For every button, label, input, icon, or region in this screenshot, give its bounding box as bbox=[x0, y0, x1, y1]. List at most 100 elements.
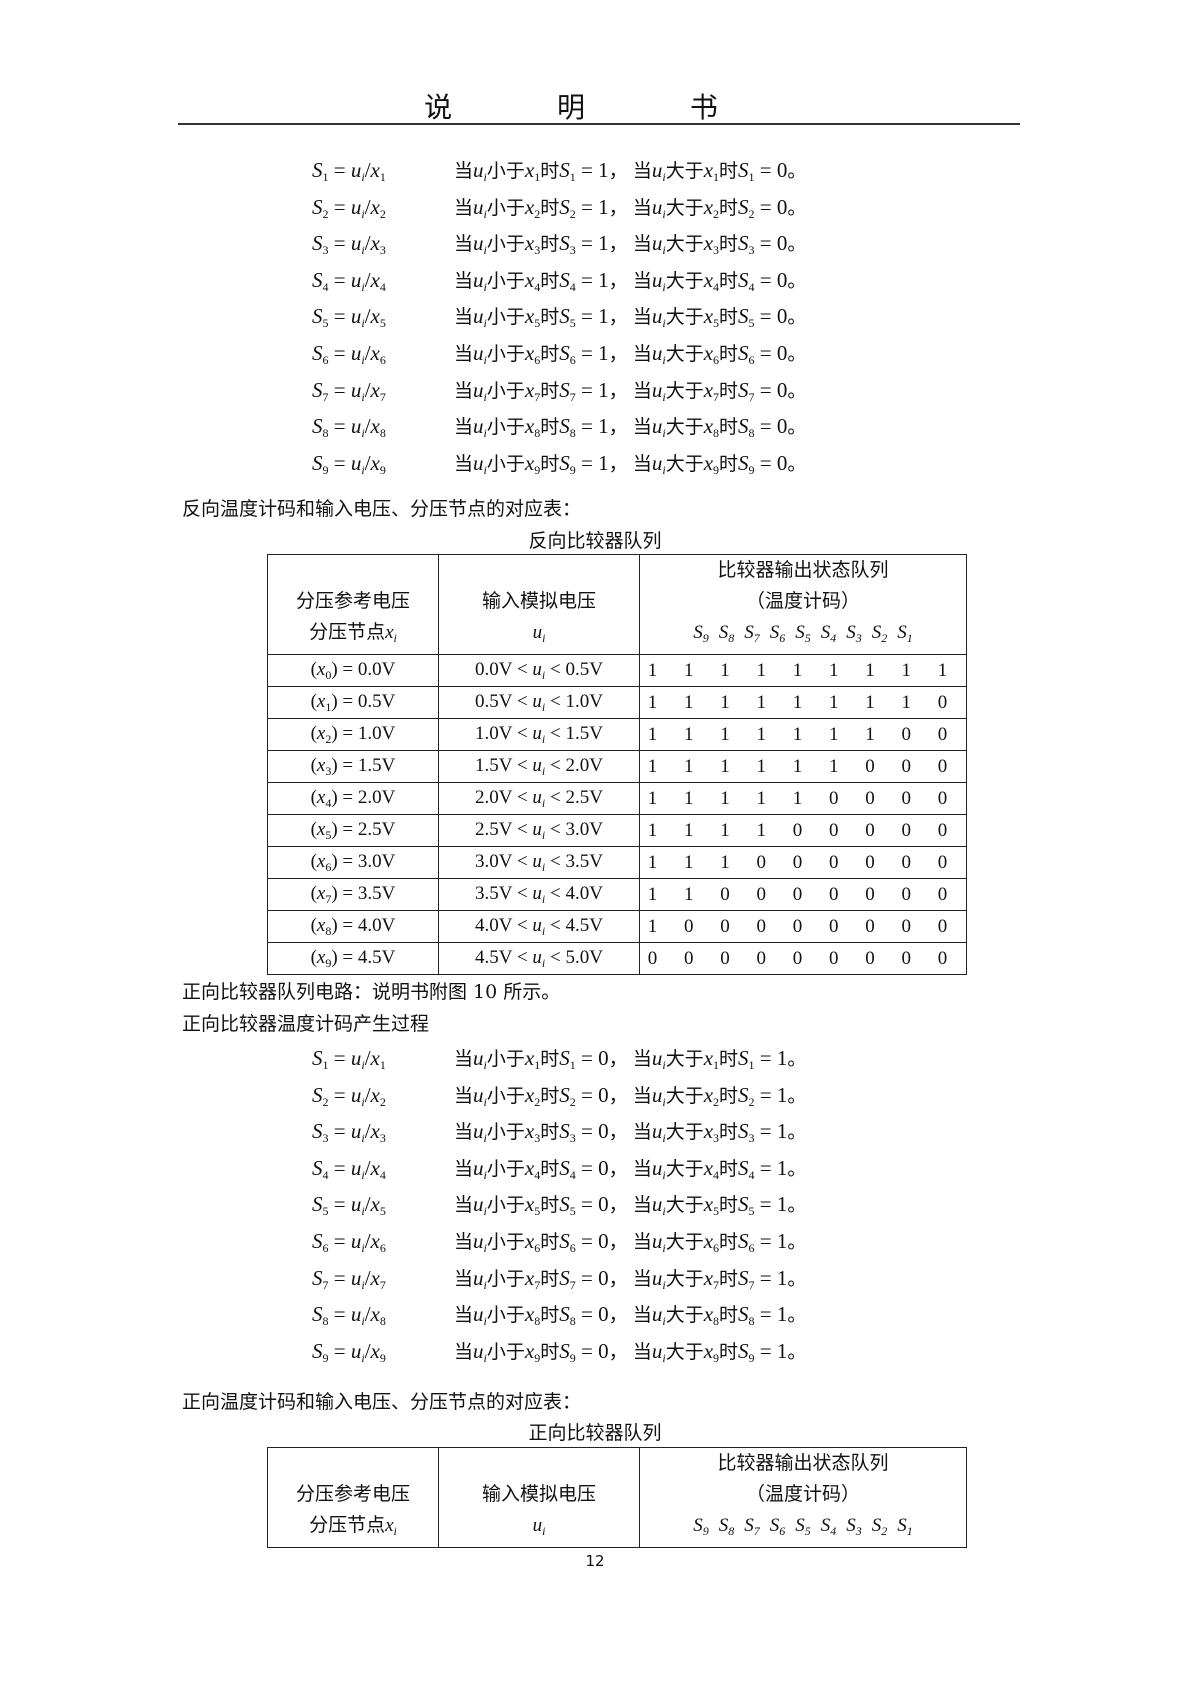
formula-definition: S1 = ui/x1 bbox=[312, 158, 386, 184]
signal-label: S1 bbox=[897, 622, 913, 645]
reverse-table-intro: 反向温度计码和输入电压、分压节点的对应表： bbox=[182, 498, 582, 520]
bits-cell: 1 1 1 0 0 0 0 0 0 bbox=[639, 846, 967, 879]
formula-definition: S5 = ui/x5 bbox=[312, 1192, 386, 1219]
bits-cell: 1 1 1 1 1 1 1 0 0 bbox=[639, 718, 967, 751]
formula-definition: S8 = ui/x8 bbox=[312, 1302, 386, 1329]
bits-cell: 1 0 0 0 0 0 0 0 0 bbox=[639, 910, 967, 943]
reverse-comparator-table: 分压参考电压 分压节点xi 输入模拟电压 ui 比较器输出状态队列 （温度计码） S9 S8 S… bbox=[267, 554, 967, 975]
bits-cell: 1 1 1 1 1 0 0 0 0 bbox=[639, 782, 967, 815]
formula-condition: 当ui小于x6时S6 = 1， 当ui大于x6时S6 = 0。 bbox=[454, 340, 807, 367]
formula-condition: 当ui小于x9时S9 = 1， 当ui大于x9时S9 = 0。 bbox=[454, 450, 807, 477]
signal-label: S8 bbox=[718, 1515, 735, 1538]
node-cell: (x4) = 2.0V bbox=[267, 782, 439, 815]
reverse-formula-list: S1 = ui/x1 当ui小于x1时S1 = 1， 当ui大于x1时S1 = 0… bbox=[312, 152, 806, 481]
formula-row: S4 = ui/x4 当ui小于x4时S4 = 0， 当ui大于x4时S4 = 1… bbox=[312, 1150, 806, 1187]
formula-definition: S9 = ui/x9 bbox=[312, 450, 386, 477]
header-input: 输入模拟电压 ui bbox=[438, 1447, 640, 1548]
forward-table-caption: 正向比较器队列 bbox=[528, 1422, 662, 1444]
header-input: 输入模拟电压 ui bbox=[438, 554, 640, 655]
page-title: 说 明 书 bbox=[424, 91, 766, 124]
table-row: (x1) = 0.5V 0.5V < ui < 1.0V 1 1 1 1 1 1 1… bbox=[267, 686, 967, 719]
formula-row: S6 = ui/x6 当ui小于x6时S6 = 1， 当ui大于x6时S6 = 0… bbox=[312, 335, 806, 372]
node-cell: (x7) = 3.5V bbox=[267, 878, 439, 911]
range-cell: 4.5V < ui < 5.0V bbox=[438, 942, 640, 975]
formula-definition: S6 = ui/x6 bbox=[312, 1228, 386, 1255]
formula-condition: 当ui小于x2时S2 = 0， 当ui大于x2时S2 = 1。 bbox=[454, 1082, 807, 1109]
bits-cell: 1 1 1 1 1 1 1 1 1 bbox=[639, 654, 967, 687]
formula-definition: S1 = ui/x1 bbox=[312, 1046, 386, 1072]
table-row: (x7) = 3.5V 3.5V < ui < 4.0V 1 1 0 0 0 0 0… bbox=[267, 878, 967, 911]
signal-label: S7 bbox=[744, 1515, 760, 1538]
formula-definition: S5 = ui/x5 bbox=[312, 304, 386, 331]
formula-definition: S9 = ui/x9 bbox=[312, 1338, 386, 1365]
formula-condition: 当ui小于x6时S6 = 0， 当ui大于x6时S6 = 1。 bbox=[454, 1228, 807, 1255]
formula-definition: S2 = ui/x2 bbox=[312, 194, 386, 221]
formula-condition: 当ui小于x3时S3 = 0， 当ui大于x3时S3 = 1。 bbox=[454, 1119, 807, 1146]
formula-condition: 当ui小于x5时S5 = 1， 当ui大于x5时S5 = 0。 bbox=[454, 304, 807, 331]
formula-condition: 当ui小于x4时S4 = 0， 当ui大于x4时S4 = 1。 bbox=[454, 1155, 807, 1182]
table-row: (x4) = 2.0V 2.0V < ui < 2.5V 1 1 1 1 1 0 0… bbox=[267, 782, 967, 815]
node-cell: (x2) = 1.0V bbox=[267, 718, 439, 751]
range-cell: 0.5V < ui < 1.0V bbox=[438, 686, 640, 719]
formula-row: S1 = ui/x1 当ui小于x1时S1 = 0， 当ui大于x1时S1 = 1… bbox=[312, 1040, 806, 1077]
reverse-table-caption: 反向比较器队列 bbox=[528, 530, 662, 552]
header-node: 分压参考电压 分压节点xi bbox=[267, 1447, 439, 1548]
forward-table-intro: 正向温度计码和输入电压、分压节点的对应表： bbox=[182, 1391, 582, 1413]
formula-definition: S2 = ui/x2 bbox=[312, 1082, 386, 1109]
formula-definition: S3 = ui/x3 bbox=[312, 231, 386, 258]
table-row: (x2) = 1.0V 1.0V < ui < 1.5V 1 1 1 1 1 1 1… bbox=[267, 718, 967, 751]
formula-condition: 当ui小于x7时S7 = 1， 当ui大于x7时S7 = 0。 bbox=[454, 377, 807, 404]
node-cell: (x9) = 4.5V bbox=[267, 942, 439, 975]
formula-row: S6 = ui/x6 当ui小于x6时S6 = 0， 当ui大于x6时S6 = 1… bbox=[312, 1223, 806, 1260]
header-output: 比较器输出状态队列 （温度计码） S9 S8 S7 S6 S5 S4 S3 S2 S1 bbox=[639, 554, 967, 655]
circuit-note: 正向比较器队列电路：说明书附图 10 所示。 bbox=[182, 981, 561, 1003]
header-node: 分压参考电压 分压节点xi bbox=[267, 554, 439, 655]
formula-definition: S8 = ui/x8 bbox=[312, 414, 386, 441]
range-cell: 4.0V < ui < 4.5V bbox=[438, 910, 640, 943]
signal-label: S5 bbox=[795, 1515, 811, 1538]
bits-cell: 1 1 0 0 0 0 0 0 0 bbox=[639, 878, 967, 911]
formula-condition: 当ui小于x5时S5 = 0， 当ui大于x5时S5 = 1。 bbox=[454, 1192, 807, 1219]
table-row: (x8) = 4.0V 4.0V < ui < 4.5V 1 0 0 0 0 0 0… bbox=[267, 910, 967, 943]
signal-label: S1 bbox=[897, 1515, 913, 1538]
formula-row: S1 = ui/x1 当ui小于x1时S1 = 1， 当ui大于x1时S1 = 0… bbox=[312, 152, 806, 189]
header-output: 比较器输出状态队列 （温度计码） S9 S8 S7 S6 S5 S4 S3 S2 S1 bbox=[639, 1447, 967, 1548]
signal-label: S9 bbox=[693, 1515, 709, 1538]
node-cell: (x6) = 3.0V bbox=[267, 846, 439, 879]
table-row: (x3) = 1.5V 1.5V < ui < 2.0V 1 1 1 1 1 1 0… bbox=[267, 750, 967, 783]
signal-label: S6 bbox=[769, 1515, 786, 1538]
signal-label: S6 bbox=[769, 622, 786, 645]
formula-condition: 当ui小于x3时S3 = 1， 当ui大于x3时S3 = 0。 bbox=[454, 231, 807, 258]
formula-definition: S7 = ui/x7 bbox=[312, 1265, 386, 1292]
signal-label: S8 bbox=[718, 622, 735, 645]
range-cell: 2.0V < ui < 2.5V bbox=[438, 782, 640, 815]
bits-cell: 0 0 0 0 0 0 0 0 0 bbox=[639, 942, 967, 975]
formula-row: S2 = ui/x2 当ui小于x2时S2 = 0， 当ui大于x2时S2 = 1… bbox=[312, 1077, 806, 1114]
signal-label: S2 bbox=[871, 622, 888, 645]
signal-label: S3 bbox=[846, 622, 862, 645]
formula-condition: 当ui小于x8时S8 = 1， 当ui大于x8时S8 = 0。 bbox=[454, 414, 807, 441]
formula-row: S7 = ui/x7 当ui小于x7时S7 = 1， 当ui大于x7时S7 = 0… bbox=[312, 372, 806, 409]
signal-label: S9 bbox=[693, 622, 709, 645]
table-row: (x5) = 2.5V 2.5V < ui < 3.0V 1 1 1 1 0 0 0… bbox=[267, 814, 967, 847]
table-row: (x0) = 0.0V 0.0V < ui < 0.5V 1 1 1 1 1 1 1… bbox=[267, 654, 967, 687]
formula-condition: 当ui小于x7时S7 = 0， 当ui大于x7时S7 = 1。 bbox=[454, 1265, 807, 1292]
table-header-row: 分压参考电压 分压节点xi 输入模拟电压 ui 比较器输出状态队列 （温度计码） S9 S8 S… bbox=[267, 554, 967, 655]
node-cell: (x0) = 0.0V bbox=[267, 654, 439, 687]
bits-cell: 1 1 1 1 1 1 1 1 0 bbox=[639, 686, 967, 719]
forward-formula-list: S1 = ui/x1 当ui小于x1时S1 = 0， 当ui大于x1时S1 = 1… bbox=[312, 1040, 806, 1369]
formula-definition: S4 = ui/x4 bbox=[312, 1155, 386, 1182]
table-header-row: 分压参考电压 分压节点xi 输入模拟电压 ui 比较器输出状态队列 （温度计码） S9 S8 S… bbox=[267, 1447, 967, 1548]
formula-condition: 当ui小于x1时S1 = 1， 当ui大于x1时S1 = 0。 bbox=[454, 158, 807, 184]
formula-condition: 当ui小于x2时S2 = 1， 当ui大于x2时S2 = 0。 bbox=[454, 194, 807, 221]
signal-label: S5 bbox=[795, 622, 811, 645]
formula-definition: S6 = ui/x6 bbox=[312, 340, 386, 367]
formula-row: S5 = ui/x5 当ui小于x5时S5 = 1， 当ui大于x5时S5 = 0… bbox=[312, 298, 806, 335]
signal-label: S4 bbox=[820, 622, 837, 645]
bits-cell: 1 1 1 1 1 1 0 0 0 bbox=[639, 750, 967, 783]
range-cell: 3.0V < ui < 3.5V bbox=[438, 846, 640, 879]
formula-row: S8 = ui/x8 当ui小于x8时S8 = 1， 当ui大于x8时S8 = 0… bbox=[312, 408, 806, 445]
node-cell: (x1) = 0.5V bbox=[267, 686, 439, 719]
node-cell: (x3) = 1.5V bbox=[267, 750, 439, 783]
